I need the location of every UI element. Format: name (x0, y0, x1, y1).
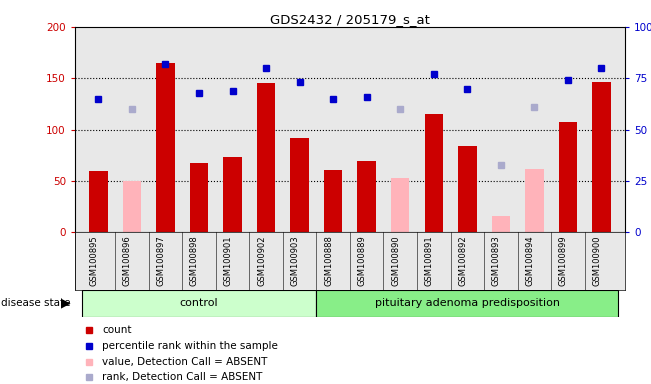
Text: GSM100889: GSM100889 (357, 235, 367, 286)
Text: count: count (102, 326, 132, 336)
Text: GSM100895: GSM100895 (89, 235, 98, 286)
Bar (290, 138, 309, 232)
Title: GDS2432 / 205179_s_at: GDS2432 / 205179_s_at (270, 13, 430, 26)
Text: GSM100900: GSM100900 (592, 235, 602, 286)
Text: GSM100891: GSM100891 (424, 235, 434, 286)
Text: GSM100896: GSM100896 (123, 235, 132, 286)
Text: disease state: disease state (1, 298, 71, 308)
Text: GSM100902: GSM100902 (257, 235, 266, 286)
Bar (424, 114, 443, 232)
Text: GSM100903: GSM100903 (290, 235, 299, 286)
Bar (357, 161, 376, 232)
Bar (189, 164, 208, 232)
Bar (81, 290, 316, 317)
Bar (592, 82, 611, 232)
Text: GSM100890: GSM100890 (391, 235, 400, 286)
Text: GSM100897: GSM100897 (156, 235, 165, 286)
Bar (559, 122, 577, 232)
Text: value, Detection Call = ABSENT: value, Detection Call = ABSENT (102, 357, 268, 367)
Bar (257, 83, 275, 232)
Bar (458, 146, 477, 232)
Text: ▶: ▶ (61, 297, 70, 310)
Text: rank, Detection Call = ABSENT: rank, Detection Call = ABSENT (102, 372, 263, 382)
Bar (391, 178, 409, 232)
Text: control: control (180, 298, 218, 308)
Text: GSM100899: GSM100899 (559, 235, 568, 286)
Bar (525, 169, 544, 232)
Text: GSM100888: GSM100888 (324, 235, 333, 286)
Text: GSM100892: GSM100892 (458, 235, 467, 286)
Text: GSM100901: GSM100901 (223, 235, 232, 286)
Bar (324, 170, 342, 232)
Bar (89, 170, 107, 232)
Text: pituitary adenoma predisposition: pituitary adenoma predisposition (375, 298, 560, 308)
Bar (122, 181, 141, 232)
Text: GSM100898: GSM100898 (190, 235, 199, 286)
Text: GSM100893: GSM100893 (492, 235, 501, 286)
Bar (492, 216, 510, 232)
Bar (156, 63, 174, 232)
Bar (223, 157, 242, 232)
Text: percentile rank within the sample: percentile rank within the sample (102, 341, 278, 351)
Text: GSM100894: GSM100894 (525, 235, 534, 286)
Bar (316, 290, 618, 317)
